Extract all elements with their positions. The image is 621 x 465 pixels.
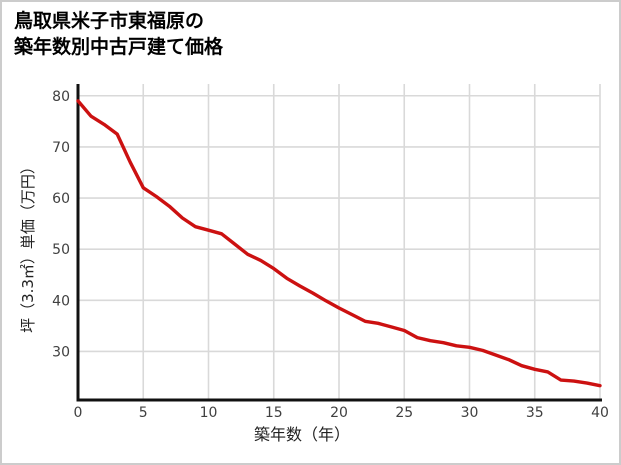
x-tick-label: 30	[461, 405, 479, 421]
x-tick-label: 0	[74, 405, 83, 421]
x-tick-label: 5	[139, 405, 148, 421]
y-tick-label: 60	[52, 191, 70, 207]
x-tick-label: 15	[265, 405, 283, 421]
x-tick-label: 25	[395, 405, 413, 421]
x-tick-label: 40	[591, 405, 609, 421]
y-axis-title: 坪（3.3㎡）単価（万円）	[19, 159, 37, 333]
y-tick-label: 50	[52, 242, 70, 258]
y-tick-label: 30	[52, 344, 70, 360]
x-tick-label: 20	[330, 405, 348, 421]
chart-title: 鳥取県米子市東福原の 築年数別中古戸建て価格	[14, 8, 223, 60]
price-line	[76, 99, 602, 388]
x-tick-label: 35	[526, 405, 544, 421]
y-tick-label: 40	[52, 293, 70, 309]
chart-title-line-2: 築年数別中古戸建て価格	[14, 36, 224, 58]
x-tick-label: 10	[200, 405, 218, 421]
x-axis-title: 築年数（年）	[254, 425, 350, 444]
y-tick-label: 70	[52, 140, 70, 156]
chart-title-line-1: 鳥取県米子市東福原の	[14, 10, 205, 32]
y-tick-label: 80	[52, 89, 70, 105]
